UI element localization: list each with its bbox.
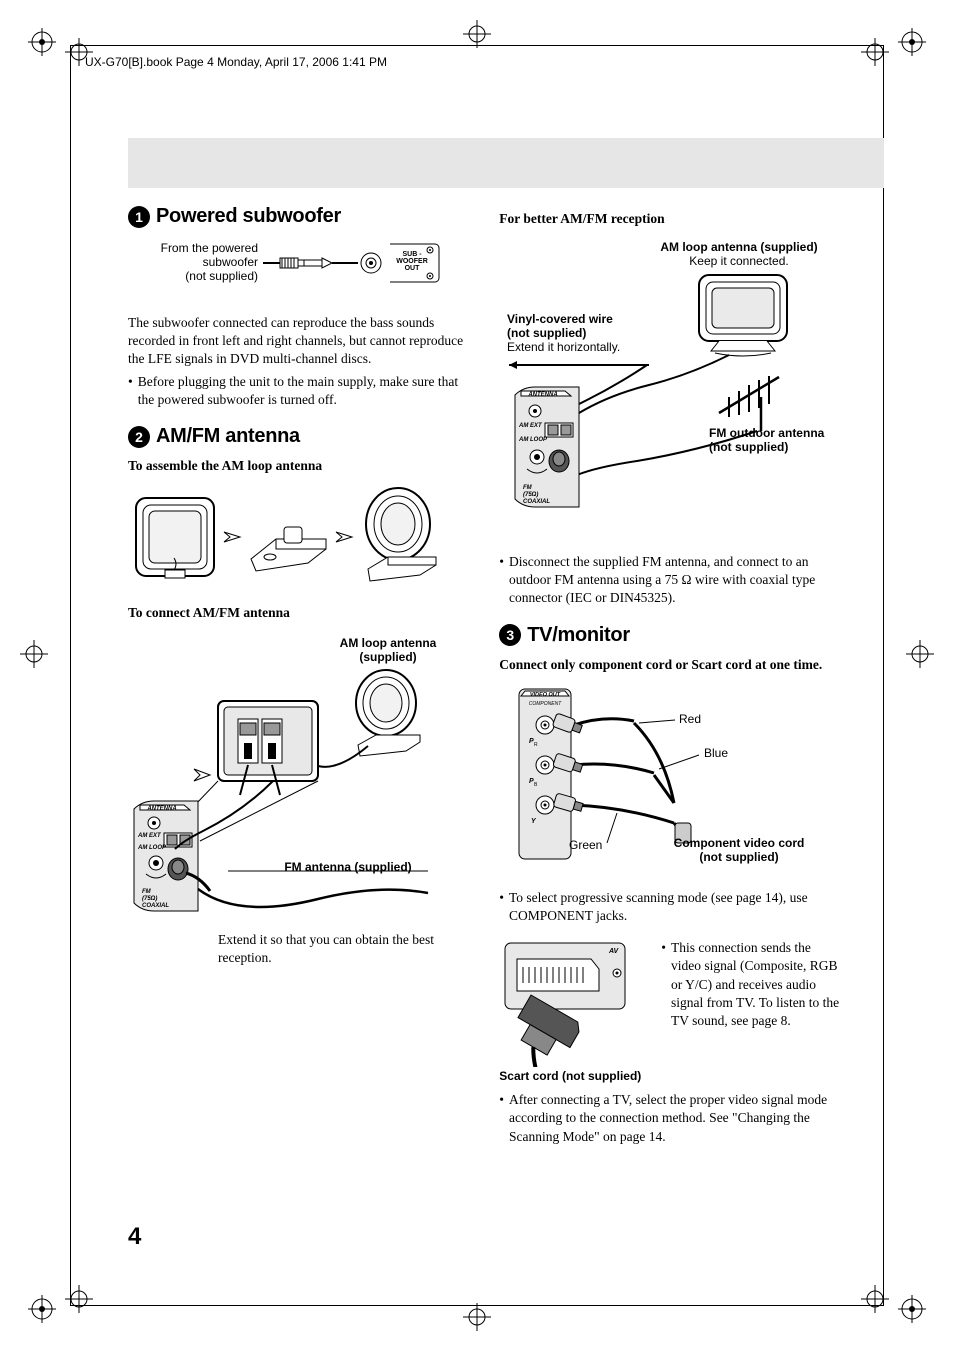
svg-text:WOOFER: WOOFER (396, 258, 428, 265)
sec3-h1: Connect only component cord or Scart cor… (499, 657, 840, 673)
svg-text:R: R (534, 742, 538, 748)
sec1-p1: The subwoofer connected can reproduce th… (128, 314, 469, 369)
svg-text:Extend it horizontally.: Extend it horizontally. (507, 340, 620, 354)
cropmark-icon (28, 1295, 56, 1323)
sec3-b1: • To select progressive scanning mode (s… (499, 889, 840, 925)
sec2-h1: To assemble the AM loop antenna (128, 458, 469, 474)
am-assemble-diagram (128, 484, 469, 589)
svg-text:OUT: OUT (405, 265, 421, 272)
right-column: For better AM/FM reception AM loop anten… (499, 205, 840, 1146)
svg-text:Keep it connected.: Keep it connected. (690, 254, 789, 268)
svg-text:Green: Green (569, 838, 602, 852)
sec2-h2: To connect AM/FM antenna (128, 605, 469, 621)
scart-note: This connection sends the video signal (… (671, 939, 841, 1030)
svg-text:subwoofer: subwoofer (203, 255, 258, 269)
svg-text:FM: FM (523, 485, 533, 491)
target-icon (463, 20, 491, 48)
svg-text:(75Ω): (75Ω) (142, 896, 157, 902)
target-icon (906, 640, 934, 668)
svg-text:FM antenna (supplied): FM antenna (supplied) (284, 860, 411, 874)
num-circle-2: 2 (128, 426, 150, 448)
bullet-dot: • (499, 553, 504, 608)
svg-text:COAXIAL: COAXIAL (142, 903, 169, 909)
svg-text:AM loop antenna (supplied): AM loop antenna (supplied) (661, 240, 818, 254)
svg-text:Red: Red (679, 712, 701, 726)
svg-text:AM loop antenna: AM loop antenna (340, 636, 437, 650)
reception-h: For better AM/FM reception (499, 211, 840, 227)
target-icon (463, 1303, 491, 1331)
section-1-title: Powered subwoofer (156, 205, 341, 228)
svg-text:FM: FM (142, 889, 152, 895)
fm-note: Extend it so that you can obtain the bes… (218, 931, 469, 967)
svg-text:COAXIAL: COAXIAL (523, 499, 550, 505)
svg-text:AM EXT: AM EXT (137, 833, 162, 839)
sec1-bullet: • Before plugging the unit to the main s… (128, 373, 469, 409)
svg-text:(not supplied): (not supplied) (185, 269, 258, 283)
svg-text:From the powered: From the powered (161, 241, 258, 255)
section-2-title: AM/FM antenna (156, 425, 300, 448)
header-meta: UX-G70[B].book Page 4 Monday, April 17, … (85, 55, 387, 69)
svg-text:Vinyl-covered wire: Vinyl-covered wire (507, 312, 613, 326)
subwoofer-diagram: From the powered subwoofer (not supplied… (128, 238, 469, 298)
svg-text:VIDEO OUT: VIDEO OUT (530, 692, 561, 698)
sec1-b1: Before plugging the unit to the main sup… (138, 373, 470, 409)
scart-diagram: AV (499, 937, 649, 1067)
section-1-heading: 1 Powered subwoofer (128, 205, 469, 228)
scart-note-bullet: • This connection sends the video signal… (661, 939, 840, 1030)
svg-text:(not supplied): (not supplied) (700, 850, 779, 864)
bullet-dot: • (499, 889, 504, 925)
target-icon (20, 640, 48, 668)
svg-text:(supplied): (supplied) (359, 650, 416, 664)
bullet-dot: • (661, 939, 666, 1030)
svg-text:AM LOOP: AM LOOP (518, 437, 548, 443)
scart-block: AV (499, 937, 840, 1067)
cropmark-icon (898, 1295, 926, 1323)
num-circle-3: 3 (499, 624, 521, 646)
scart-label: Scart cord (not supplied) (499, 1069, 840, 1083)
content-area: 1 Powered subwoofer From the powered sub… (128, 205, 839, 1146)
reception-b1: Disconnect the supplied FM antenna, and … (509, 553, 841, 608)
cropmark-icon (898, 28, 926, 56)
svg-text:AM LOOP: AM LOOP (137, 845, 167, 851)
page-number: 4 (128, 1223, 141, 1251)
svg-text:AV: AV (608, 948, 620, 955)
svg-text:COMPONENT: COMPONENT (529, 701, 562, 707)
svg-text:ANTENNA: ANTENNA (528, 392, 558, 398)
svg-text:FM outdoor antenna: FM outdoor antenna (709, 426, 825, 440)
reception-bullet: • Disconnect the supplied FM antenna, an… (499, 553, 840, 608)
scart-note-block: • This connection sends the video signal… (661, 937, 840, 1067)
left-column: 1 Powered subwoofer From the powered sub… (128, 205, 469, 1146)
svg-text:(75Ω): (75Ω) (523, 492, 538, 498)
am-connect-diagram: AM loop antenna (supplied) (128, 631, 469, 967)
section-3-title: TV/monitor (527, 624, 630, 647)
bullet-dot: • (499, 1091, 504, 1146)
component-diagram: VIDEO OUT COMPONENT PR PB Y (499, 683, 840, 873)
section-3-heading: 3 TV/monitor (499, 624, 840, 647)
section-2-heading: 2 AM/FM antenna (128, 425, 469, 448)
sec3-b2-text: After connecting a TV, select the proper… (509, 1091, 841, 1146)
bullet-dot: • (128, 373, 133, 409)
svg-text:SUB -: SUB - (402, 251, 422, 258)
reception-diagram: AM loop antenna (supplied) Keep it conne… (499, 237, 840, 537)
cropmark-icon (28, 28, 56, 56)
num-circle-1: 1 (128, 206, 150, 228)
svg-text:AM EXT: AM EXT (518, 423, 543, 429)
sec3-b2: • After connecting a TV, select the prop… (499, 1091, 840, 1146)
title-band (128, 138, 884, 188)
svg-text:(not supplied): (not supplied) (507, 326, 586, 340)
svg-text:Blue: Blue (704, 746, 728, 760)
svg-text:Component video cord: Component video cord (674, 836, 805, 850)
svg-text:ANTENNA: ANTENNA (146, 806, 176, 812)
sec3-b1-text: To select progressive scanning mode (see… (509, 889, 841, 925)
